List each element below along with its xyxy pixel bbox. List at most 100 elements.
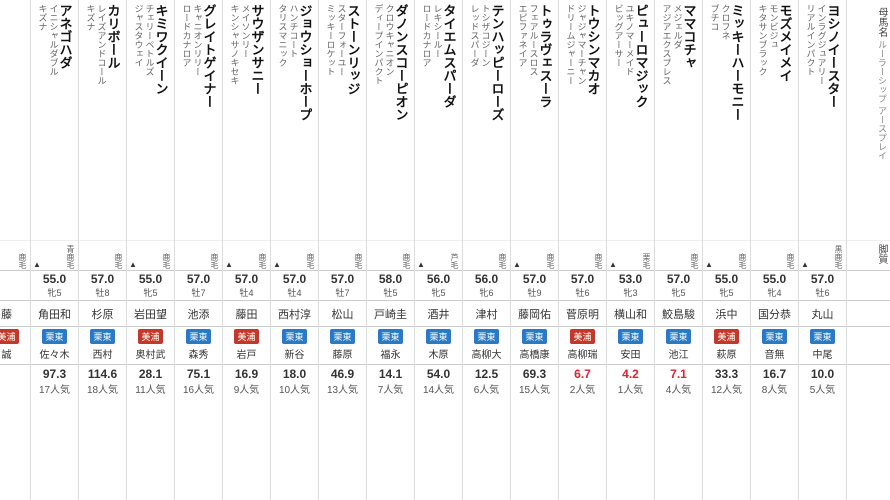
odds-row[interactable]: 7.1 4人気 [655, 364, 702, 398]
trainer-row[interactable]: 栗東 高橋康 [511, 326, 558, 364]
region-badge: 美浦 [714, 329, 738, 344]
trainer-row[interactable]: 美浦 岩戸 [223, 326, 270, 364]
horse-column[interactable]: エピファネイア フェアルースロス トゥラヴェスーラ ▲ 鹿毛 57.0 牡9 藤… [510, 0, 558, 500]
odds-row[interactable]: 14.1 7人気 [367, 364, 414, 398]
trainer-row[interactable]: 栗東 西村 [79, 326, 126, 364]
horse-column[interactable]: キンシャサノキセキ メイソンリー サウザンサニー ▲ 鹿毛 57.0 牡4 藤田… [222, 0, 270, 500]
odds-row[interactable]: 16.9 9人気 [223, 364, 270, 398]
jockey-row[interactable]: 藤 [0, 300, 30, 326]
jockey-row[interactable]: 角田和 [31, 300, 78, 326]
horse-name[interactable]: ジョウショーホープ [299, 4, 312, 234]
horse-column[interactable]: ロードカナロア レキシールー タイエムスパーダ ▲ 芦毛 56.0 牝5 酒井 … [414, 0, 462, 500]
jockey-row[interactable]: 菅原明 [559, 300, 606, 326]
horse-name[interactable]: アネゴハダ [59, 4, 72, 234]
horse-column[interactable]: ブチコ クロフネ ミッキーハーモニー ▲ 鹿毛 55.0 牝5 浜中 美浦 萩原… [702, 0, 750, 500]
trainer-name: 池江 [655, 346, 702, 361]
horse-column[interactable]: アジアエクスプレス メジェルダ ママコチャ 鹿毛 57.0 牝5 鮫島駿 栗東 … [654, 0, 702, 500]
odds-row[interactable]: 28.1 11人気 [127, 364, 174, 398]
odds-row[interactable]: 75.1 16人気 [175, 364, 222, 398]
weight-row: 55.0 牝5 [31, 270, 78, 300]
horse-name[interactable]: ヨシノイースター [827, 4, 840, 234]
odds-row[interactable] [0, 364, 30, 398]
horse-name[interactable]: ピューロマジック [635, 4, 648, 234]
horse-column[interactable]: リアルインパクト インラグジュアリー ヨシノイースター ▲ 黒鹿毛 57.0 牡… [798, 0, 846, 500]
horse-name[interactable]: トウシンマカオ [587, 4, 600, 234]
horse-name[interactable]: グレイトゲイナー [203, 4, 216, 234]
trainer-row[interactable]: 美浦 奥村武 [127, 326, 174, 364]
jockey-row[interactable]: 津村 [463, 300, 510, 326]
horse-name[interactable]: キミワクイーン [155, 4, 168, 234]
horse-name[interactable]: テンハッピーローズ [491, 4, 504, 234]
horse-column[interactable]: キズナ イニシャルダブル アネゴハダ ▲ 青鹿毛 55.0 牝5 角田和 栗東 … [30, 0, 78, 500]
trainer-row[interactable]: 美浦 高柳瑞 [559, 326, 606, 364]
horse-column[interactable]: ディープインパクト クロウキャニオン ダノンスコーピオン 鹿毛 58.0 牡5 … [366, 0, 414, 500]
jockey-row[interactable]: 浜中 [703, 300, 750, 326]
horse-name[interactable]: ダノンスコーピオン [395, 4, 408, 234]
odds-row[interactable]: 46.9 13人気 [319, 364, 366, 398]
horse-name[interactable]: ストーンリッジ [347, 4, 360, 234]
dam-name: メジェルダ [673, 4, 682, 144]
jockey-row[interactable]: 横山和 [607, 300, 654, 326]
jockey-row[interactable]: 池添 [175, 300, 222, 326]
sex-age: 牝6 [463, 286, 510, 299]
trainer-row[interactable]: 栗東 安田 [607, 326, 654, 364]
odds-row[interactable]: 6.7 2人気 [559, 364, 606, 398]
jockey-row[interactable]: 岩田望 [127, 300, 174, 326]
horse-column[interactable]: タリスマニック ハンチコート ジョウショーホープ ▲ 鹿毛 57.0 牡4 西村… [270, 0, 318, 500]
jockey-row[interactable]: 藤岡佑 [511, 300, 558, 326]
jockey-row[interactable]: 西村淳 [271, 300, 318, 326]
odds-row[interactable]: 18.0 10人気 [271, 364, 318, 398]
horse-column[interactable]: ビッグアーサー ユキノマーメイド ピューロマジック ▲ 栗毛 53.0 牝3 横… [606, 0, 654, 500]
horse-column[interactable]: キタサンブラック モンビジュ モズメイメイ 鹿毛 55.0 牝4 国分恭 栗東 … [750, 0, 798, 500]
trainer-row[interactable]: 栗東 佐々木 [31, 326, 78, 364]
horse-column[interactable]: ロードカナロア キャニオンリリー グレイトゲイナー 鹿毛 57.0 牡7 池添 … [174, 0, 222, 500]
odds-row[interactable]: 4.2 1人気 [607, 364, 654, 398]
trainer-row[interactable]: 栗東 福永 [367, 326, 414, 364]
odds-row[interactable]: 97.3 17人気 [31, 364, 78, 398]
odds-row[interactable]: 69.3 15人気 [511, 364, 558, 398]
jockey-row[interactable]: 戸崎圭 [367, 300, 414, 326]
odds-row[interactable]: 12.5 6人気 [463, 364, 510, 398]
jockey-row[interactable]: 藤田 [223, 300, 270, 326]
horse-name[interactable]: ママコチャ [683, 4, 696, 234]
trainer-row[interactable]: 栗東 森秀 [175, 326, 222, 364]
odds-row[interactable]: 33.3 12人気 [703, 364, 750, 398]
sire-name: ジャスタウェイ [134, 4, 143, 144]
horse-column[interactable]: ドリームジャーニー ジャジャマーチャン トウシンマカオ 鹿毛 57.0 牡6 菅… [558, 0, 606, 500]
odds-row[interactable]: 16.7 8人気 [751, 364, 798, 398]
jockey-row[interactable]: 酒井 [415, 300, 462, 326]
horse-name[interactable]: モズメイメイ [779, 4, 792, 234]
trainer-row[interactable]: 美浦 萩原 [703, 326, 750, 364]
horse-column[interactable]: レッドスパーダ トシザコジーン テンハッピーローズ 鹿毛 56.0 牝6 津村 … [462, 0, 510, 500]
horse-column[interactable]: ▲ 鹿毛 藤 美浦 誠 [0, 0, 30, 500]
weight-value: 56.0 [463, 272, 510, 286]
trainer-row[interactable]: 栗東 木原 [415, 326, 462, 364]
horse-column[interactable]: ジャスタウェイ チェリーペトルズ キミワクイーン ▲ 鹿毛 55.0 牝5 岩田… [126, 0, 174, 500]
horse-name[interactable]: サウザンサニー [251, 4, 264, 234]
trainer-row[interactable]: 栗東 高柳大 [463, 326, 510, 364]
horse-column[interactable]: ミッキーロケット スターフォーユー ストーンリッジ 鹿毛 57.0 牡7 松山 … [318, 0, 366, 500]
horse-name[interactable]: トゥラヴェスーラ [539, 4, 552, 234]
odds-row[interactable]: 10.0 5人気 [799, 364, 846, 398]
coat-color: 鹿毛 [689, 253, 700, 269]
trainer-row[interactable]: 美浦 誠 [0, 326, 30, 364]
trainer-row[interactable]: 栗東 新谷 [271, 326, 318, 364]
horse-name[interactable]: タイエムスパーダ [443, 4, 456, 234]
horse-column[interactable]: キズナ レイズアンドコール カリボール 鹿毛 57.0 牡8 杉原 栗東 西村 … [78, 0, 126, 500]
coat-color: 鹿毛 [497, 253, 508, 269]
trainer-row[interactable]: 栗東 藤原 [319, 326, 366, 364]
jockey-row[interactable]: 松山 [319, 300, 366, 326]
odds-row[interactable]: 54.0 14人気 [415, 364, 462, 398]
jockey-row[interactable]: 杉原 [79, 300, 126, 326]
horse-name[interactable]: カリボール [107, 4, 120, 234]
horse-name[interactable]: ミッキーハーモニー [731, 4, 744, 234]
jockey-row[interactable]: 鮫島駿 [655, 300, 702, 326]
trainer-row[interactable]: 栗東 中尾 [799, 326, 846, 364]
dam-name: モンビジュ [769, 4, 778, 144]
coat-row: ▲ 青鹿毛 [31, 240, 78, 270]
jockey-row[interactable]: 丸山 [799, 300, 846, 326]
trainer-row[interactable]: 栗東 池江 [655, 326, 702, 364]
trainer-row[interactable]: 栗東 音無 [751, 326, 798, 364]
odds-row[interactable]: 114.6 18人気 [79, 364, 126, 398]
jockey-row[interactable]: 国分恭 [751, 300, 798, 326]
